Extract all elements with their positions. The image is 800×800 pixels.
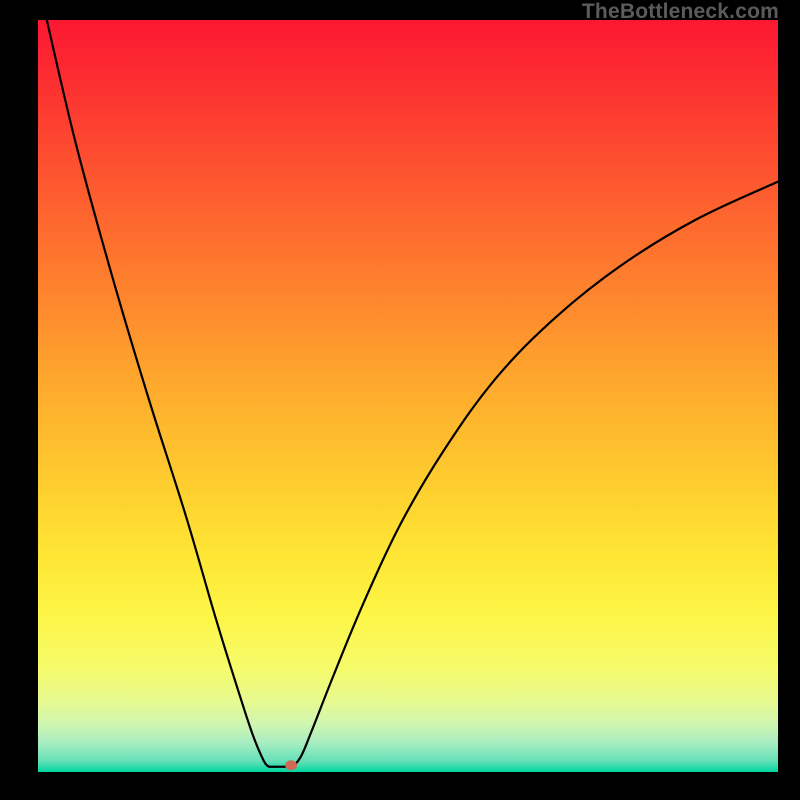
gradient-background xyxy=(38,20,778,772)
bottleneck-chart xyxy=(0,0,800,800)
watermark-text: TheBottleneck.com xyxy=(582,0,779,24)
optimal-point-marker xyxy=(285,760,297,770)
